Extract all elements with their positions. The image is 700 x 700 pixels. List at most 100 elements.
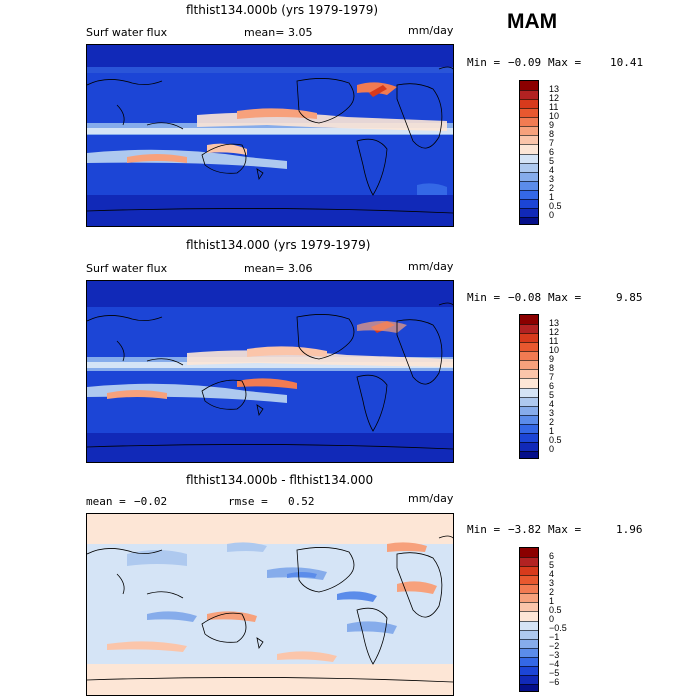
colorbar-tick-label: −1 [549,632,560,643]
colorbar-swatch [520,566,538,576]
colorbar-swatch [520,189,538,199]
colorbar-tick-label: 1 [549,595,555,606]
colorbar-swatch [520,135,538,145]
colorbar-swatch [520,620,538,630]
colorbar-swatch [520,378,538,388]
panel1-map [86,44,454,227]
colorbar-swatch [520,656,538,666]
panel3-min-label: Min = [467,523,501,536]
colorbar-tick-label: −6 [549,677,560,688]
colorbar-swatch [520,369,538,379]
panel2-title: flthist134.000 (yrs 1979-1979) [186,238,371,252]
colorbar-tick-label: 12 [549,92,560,103]
colorbar-tick-label: 4 [549,399,555,410]
colorbar-swatch [520,602,538,612]
colorbar-tick-label: 0 [549,210,555,221]
colorbar-tick-label: −3 [549,650,560,661]
colorbar-tick-label: 10 [549,344,560,355]
panel2-colorbar [519,314,539,459]
colorbar-tick-label: 1 [549,192,555,203]
colorbar-tick-label: 8 [549,362,555,373]
colorbar-tick-label: 9 [549,119,555,130]
colorbar-swatch [520,162,538,172]
colorbar-swatch [520,584,538,594]
panel2-mean-value: 3.06 [288,262,313,275]
colorbar-swatch [520,144,538,154]
colorbar-swatch [520,647,538,657]
colorbar-swatch [520,324,538,334]
panel2-min-value: −0.08 [508,291,542,304]
colorbar-tick-label: 3 [549,174,555,185]
colorbar-tick-label: 6 [549,550,555,561]
panel3-colorbar [519,547,539,692]
colorbar-swatch [520,593,538,603]
colorbar-swatch [520,665,538,675]
panel1-min-label: Min = [467,56,501,69]
colorbar-tick-label: 0 [549,614,555,624]
colorbar-tick-label: 13 [549,317,560,328]
colorbar-tick-label: 10 [549,110,560,121]
colorbar-swatch [520,387,538,397]
panel1-variable-label: Surf water flux [86,26,168,39]
colorbar-swatch [520,216,538,224]
colorbar-tick-label: 2 [549,586,555,597]
colorbar-tick-label: 0.5 [549,435,562,446]
colorbar-tick-label: 4 [549,568,555,579]
colorbar-swatch [520,611,538,621]
colorbar-swatch [520,683,538,691]
colorbar-tick-label: 5 [549,559,555,570]
panel1-colorbar [519,80,539,225]
colorbar-swatch [520,315,538,325]
panel3-max-label: Max = [548,523,582,536]
colorbar-tick-label: 2 [549,417,555,428]
colorbar-tick-label: 8 [549,128,555,139]
colorbar-swatch [520,557,538,567]
panel1-min-value: −0.09 [508,56,542,69]
colorbar-swatch [520,575,538,585]
colorbar-tick-label: −0.5 [549,623,567,634]
colorbar-swatch [520,548,538,558]
colorbar-tick-label: 11 [549,335,559,346]
panel2-units: mm/day [408,260,454,273]
panel3-mean-label: mean = [86,495,126,508]
colorbar-tick-label: 7 [549,371,555,382]
colorbar-tick-label: 5 [549,390,555,401]
panel1-max-label: Max = [548,56,582,69]
colorbar-swatch [520,674,538,684]
colorbar-swatch [520,117,538,127]
panel2-map [86,280,454,463]
panel3-max-value: 1.96 [616,523,643,536]
panel2-max-value: 9.85 [616,291,643,304]
panel3-rmse-value: 0.52 [288,495,315,508]
colorbar-tick-label: −4 [549,659,560,670]
colorbar-tick-label: 0.5 [549,201,562,212]
colorbar-swatch [520,99,538,109]
colorbar-tick-label: 7 [549,137,555,148]
colorbar-swatch [520,360,538,370]
colorbar-swatch [520,441,538,451]
panel2-min-label: Min = [467,291,501,304]
panel1-max-value: 10.41 [610,56,644,69]
panel2-max-label: Max = [548,291,582,304]
panel3-mean-value: −0.02 [134,495,168,508]
colorbar-tick-label: 9 [549,353,555,364]
colorbar-tick-label: 3 [549,577,555,588]
season-label: MAM [507,10,558,33]
colorbar-swatch [520,171,538,181]
colorbar-tick-label: 6 [549,381,555,391]
colorbar-swatch [520,423,538,433]
colorbar-swatch [520,180,538,190]
panel3-title: flthist134.000b - flthist134.000 [186,473,374,487]
colorbar-swatch [520,207,538,217]
panel2-mean-label: mean= [244,262,285,275]
colorbar-tick-label: −5 [549,668,560,679]
colorbar-tick-label: 4 [549,165,555,176]
panel1-mean-value: 3.05 [288,26,313,39]
colorbar-swatch [520,333,538,343]
panel2-variable-label: Surf water flux [86,262,168,275]
panel1-title: flthist134.000b (yrs 1979-1979) [186,3,379,17]
colorbar-swatch [520,126,538,136]
colorbar-swatch [520,432,538,442]
colorbar-swatch [520,342,538,352]
colorbar-tick-label: 3 [549,408,555,419]
